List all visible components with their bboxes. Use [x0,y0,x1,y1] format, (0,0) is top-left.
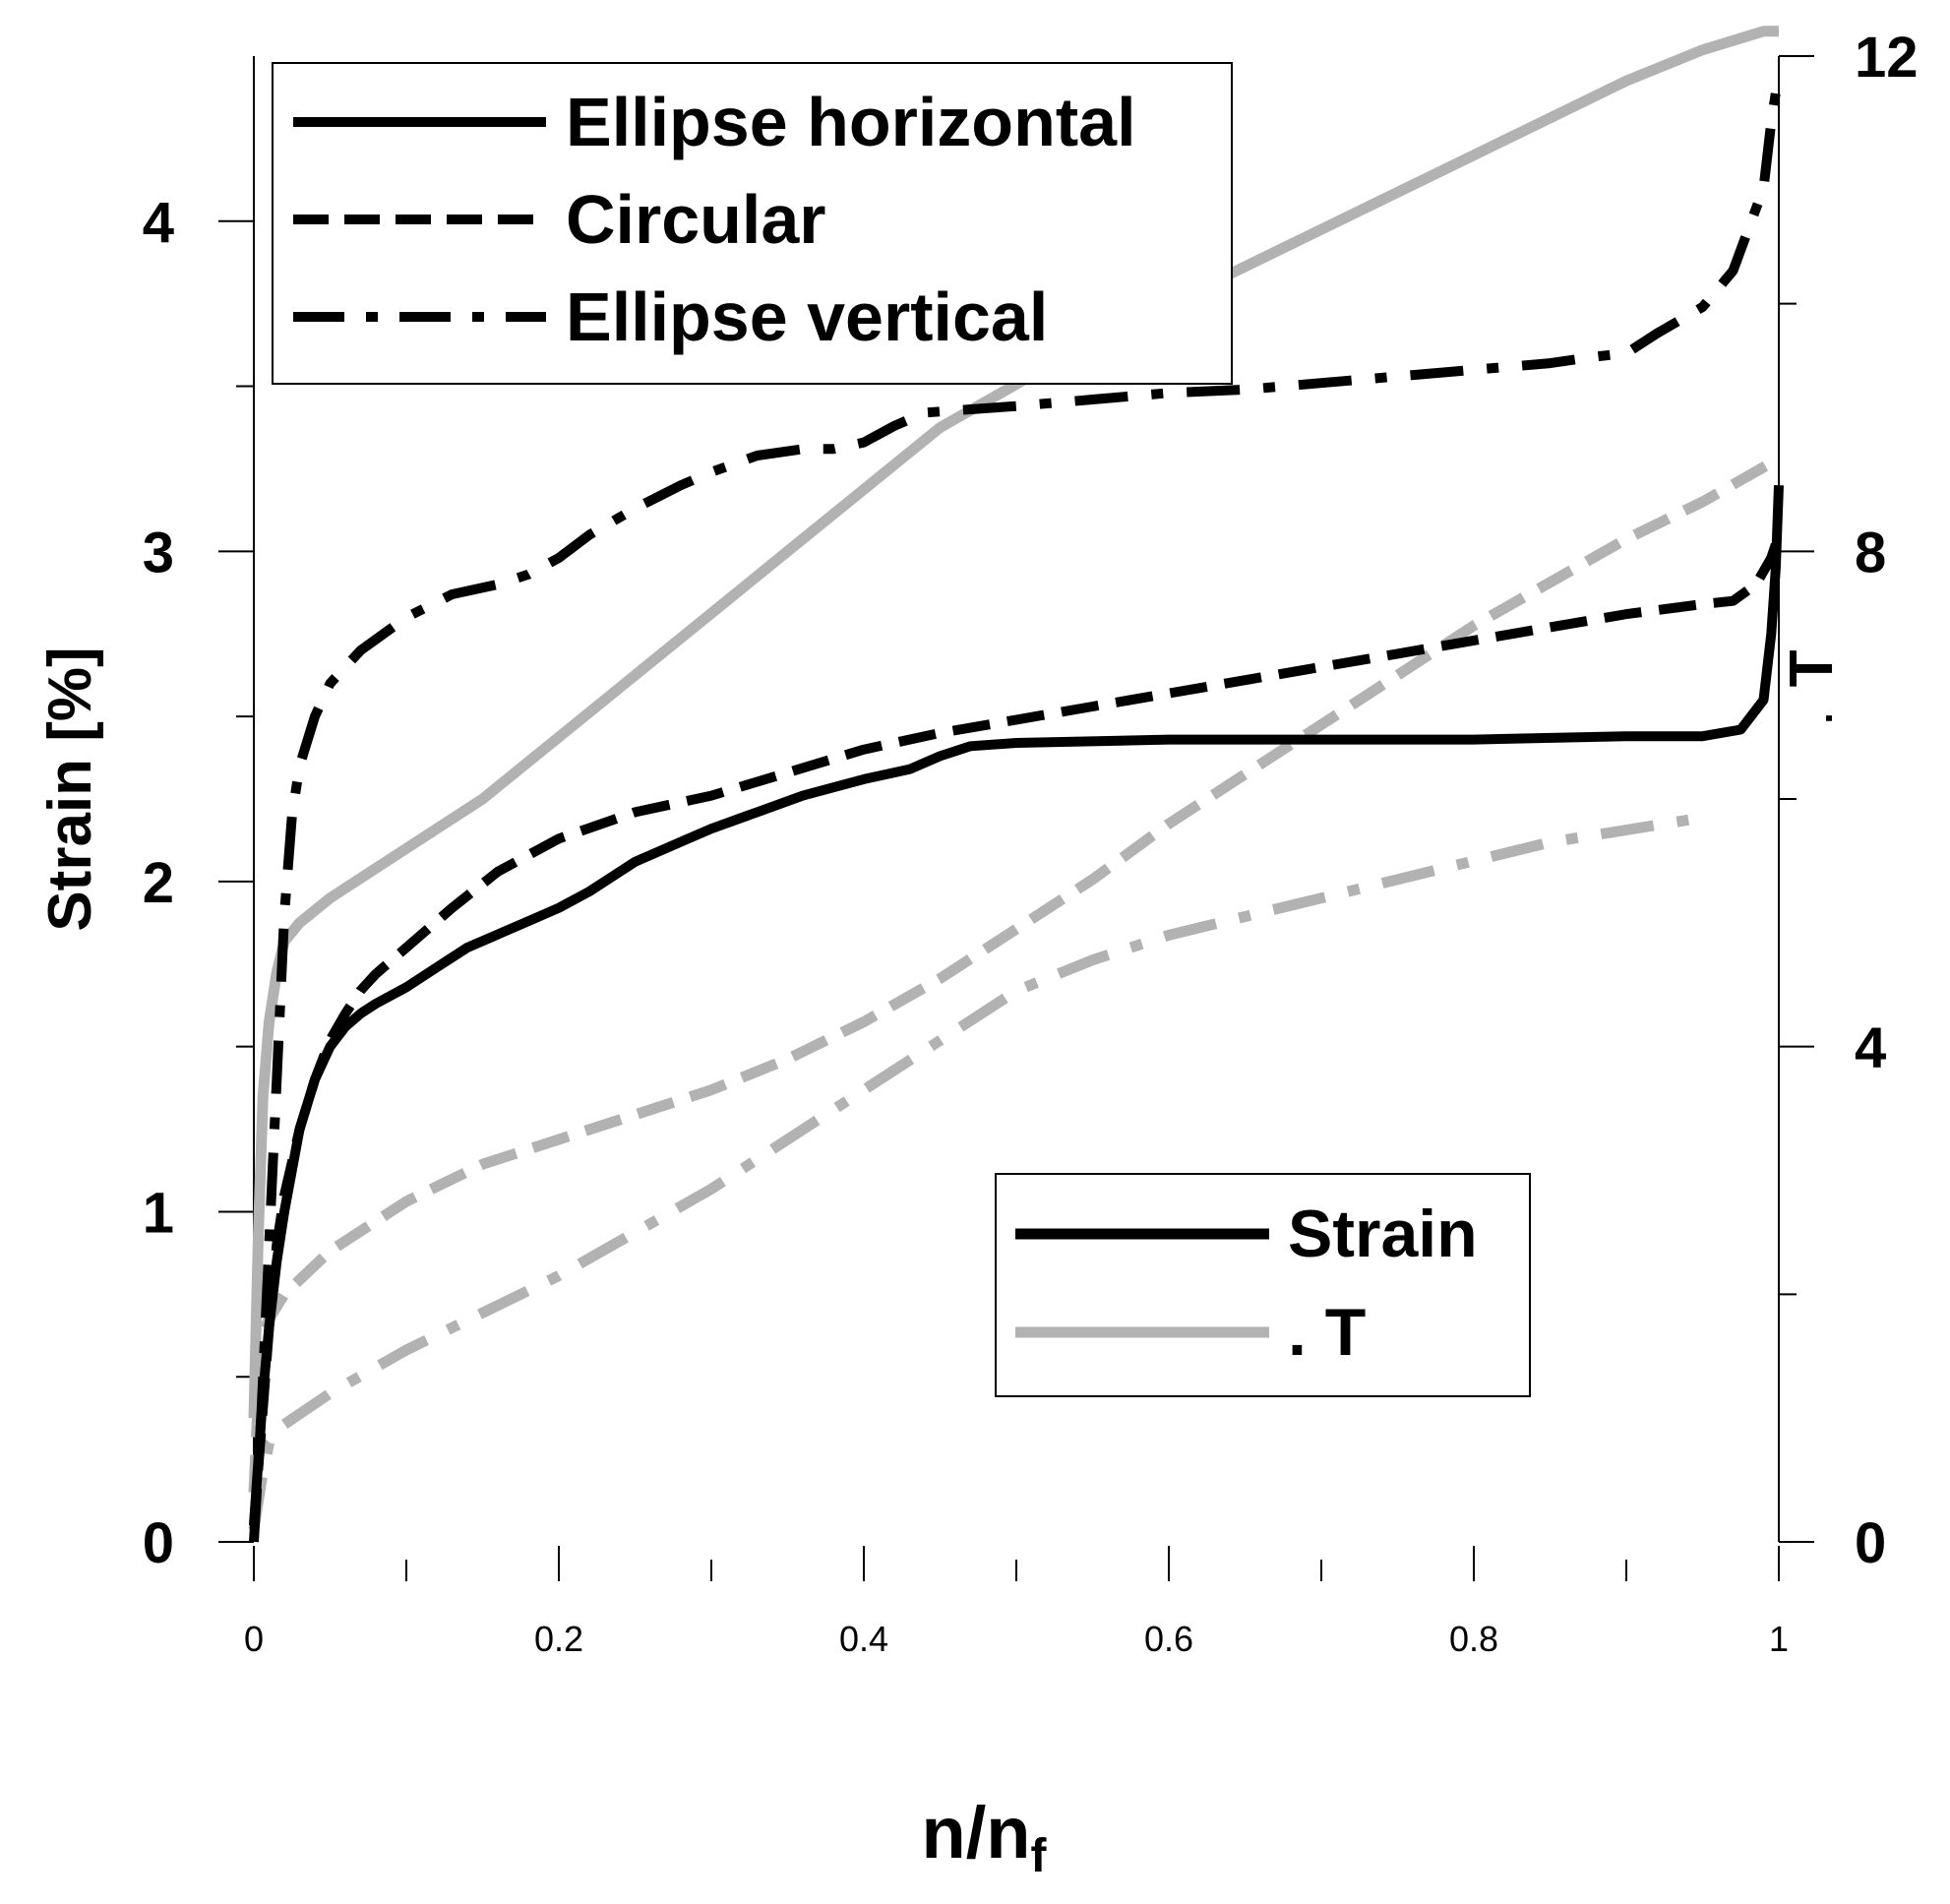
legend-label-strain: Strain [1288,1197,1478,1271]
x-tick-label-1: 0.2 [534,1619,583,1659]
x-tick-label-2: 0.4 [839,1619,888,1659]
legend-geometry: Ellipse horizontal Circular Ellipse vert… [272,62,1233,385]
legend-geometry-box [272,62,1233,385]
x-axis-title-text: n/n [922,1792,1031,1873]
legend-quantity-box [995,1173,1531,1397]
y2-tick-label-2: 8 [1855,521,1886,584]
legend-label-ellipse-vertical: Ellipse vertical [566,278,1048,355]
series-ellipse-vertical-strain [249,72,1784,1543]
series-ellipse-vertical-t [248,812,1704,1531]
y2-tick-label-1: 4 [1855,1016,1886,1080]
y2-axis-title-text: T [1778,649,1846,687]
y2-axis-title: .T [1778,649,1846,723]
y-tick-label-2: 2 [143,851,174,915]
x-axis-title-subscript: f [1030,1830,1047,1882]
series-circular-strain [249,533,1784,1526]
x-tick-label-4: 0.8 [1449,1619,1498,1659]
x-tick-label-3: 0.6 [1144,1619,1193,1659]
y-axis-title: Strain [%] [36,646,104,931]
svg-text:.T: .T [1778,649,1846,723]
x-tick-label-5: 1 [1769,1619,1789,1659]
y2-axis-title-prefix: . [1798,712,1841,723]
y-tick-label-0: 0 [143,1511,174,1575]
y2-tick-label-0: 0 [1855,1511,1886,1575]
series-layer [248,26,1784,1543]
x-axis-title: n/nf [922,1792,1048,1882]
legend-label-ellipse-horizontal: Ellipse horizontal [566,84,1136,160]
legend-label-circular: Circular [566,181,826,258]
y-tick-label-4: 4 [143,191,174,255]
y-tick-label-3: 3 [143,521,174,584]
x-tick-label-0: 0 [244,1619,264,1659]
y2-tick-label-3: 12 [1855,26,1919,90]
legend-label-temperature: . T [1288,1295,1366,1370]
y-tick-label-1: 1 [143,1181,174,1245]
legend-quantity: Strain . T [995,1173,1531,1397]
series-circular-t [248,454,1782,1493]
